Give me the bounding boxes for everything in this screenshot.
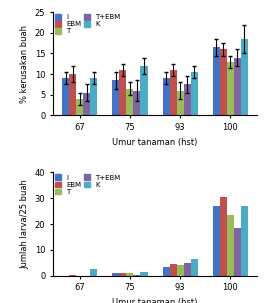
Bar (134, 275, 140, 276)
Bar (120, 273, 126, 276)
Bar (191, 72, 198, 115)
Bar (227, 62, 234, 115)
X-axis label: Umur tanaman (hst): Umur tanaman (hst) (112, 298, 198, 303)
Bar (184, 263, 191, 276)
Bar (213, 206, 220, 276)
Bar (90, 78, 97, 115)
Bar (220, 49, 227, 115)
Bar (241, 39, 248, 115)
Bar (176, 91, 184, 115)
Bar (170, 264, 176, 276)
Bar (227, 215, 234, 276)
Bar (69, 275, 76, 276)
Bar (191, 259, 198, 276)
Bar (126, 273, 134, 276)
Bar (213, 47, 220, 115)
Bar (170, 70, 176, 115)
Bar (62, 78, 69, 115)
Bar (234, 228, 241, 276)
Bar (126, 88, 134, 115)
Bar (112, 80, 120, 115)
Bar (140, 66, 148, 115)
Bar (76, 99, 83, 115)
Y-axis label: Jumlah larva/25 buah: Jumlah larva/25 buah (20, 179, 29, 269)
Bar (234, 58, 241, 115)
X-axis label: Umur tanaman (hst): Umur tanaman (hst) (112, 138, 198, 147)
Bar (69, 74, 76, 115)
Bar (220, 197, 227, 276)
Bar (162, 78, 170, 115)
Bar (162, 268, 170, 276)
Legend: I, EBM, T, T+EBM, K: I, EBM, T, T+EBM, K (54, 14, 121, 35)
Legend: I, EBM, T, T+EBM, K: I, EBM, T, T+EBM, K (54, 174, 121, 195)
Bar (83, 93, 90, 115)
Bar (134, 91, 140, 115)
Bar (120, 70, 126, 115)
Bar (112, 273, 120, 276)
Bar (140, 272, 148, 276)
Bar (184, 85, 191, 115)
Bar (241, 206, 248, 276)
Bar (90, 269, 97, 276)
Bar (176, 265, 184, 276)
Y-axis label: % kerusakan buah: % kerusakan buah (20, 25, 29, 103)
